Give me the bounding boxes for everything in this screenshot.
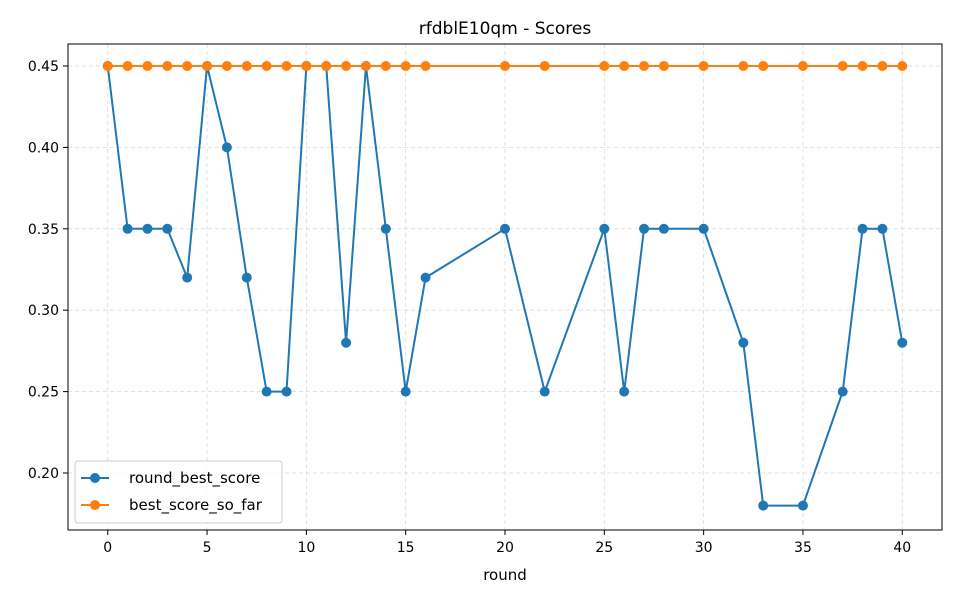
data-point-best-score-so-far (281, 60, 292, 71)
x-axis-label: round (483, 566, 527, 584)
data-point-round-best-score (698, 223, 709, 234)
x-tick-label: 25 (595, 540, 613, 556)
x-tick-label: 5 (203, 540, 212, 556)
axes: 0 5 10 15 20 25 30 35 40 0.20 0.25 0.30 0.35 0.40 0.45 (28, 59, 911, 556)
y-tick-label: 0.35 (28, 222, 59, 238)
data-point-round-best-score (658, 223, 669, 234)
data-point-best-score-so-far (301, 60, 312, 71)
data-point-round-best-score (142, 223, 153, 234)
x-tick-label: 30 (695, 540, 713, 556)
series-group (102, 60, 908, 511)
data-point-round-best-score (341, 337, 352, 348)
legend-marker-round-best-score (90, 473, 100, 483)
data-point-best-score-so-far (142, 60, 153, 71)
data-point-best-score-so-far (420, 60, 431, 71)
plot-frame (67, 43, 943, 531)
y-tick-label: 0.45 (28, 59, 59, 75)
data-point-round-best-score (241, 272, 252, 283)
data-point-best-score-so-far (738, 60, 749, 71)
data-point-round-best-score (738, 337, 749, 348)
legend-box (74, 460, 283, 524)
data-point-round-best-score (539, 386, 550, 397)
data-point-round-best-score (400, 386, 411, 397)
series-best-score-so-far (102, 60, 908, 71)
data-point-round-best-score (877, 223, 888, 234)
data-point-best-score-so-far (877, 60, 888, 71)
data-point-best-score-so-far (619, 60, 630, 71)
data-point-best-score-so-far (380, 60, 391, 71)
y-tick-label: 0.20 (28, 466, 59, 482)
data-point-round-best-score (261, 386, 272, 397)
data-point-round-best-score (221, 142, 232, 153)
data-point-round-best-score (897, 337, 908, 348)
data-point-round-best-score (619, 386, 630, 397)
data-point-round-best-score (182, 272, 193, 283)
data-point-round-best-score (281, 386, 292, 397)
data-point-best-score-so-far (539, 60, 550, 71)
y-tick-label: 0.40 (28, 140, 59, 156)
x-tick-label: 20 (496, 540, 514, 556)
x-tick-label: 40 (893, 540, 911, 556)
x-tick-label: 0 (103, 540, 112, 556)
x-tick-label: 10 (297, 540, 315, 556)
data-point-best-score-so-far (261, 60, 272, 71)
data-point-best-score-so-far (897, 60, 908, 71)
legend-label-best-score-so-far: best_score_so_far (129, 496, 263, 515)
x-tick-label: 15 (397, 540, 415, 556)
data-point-best-score-so-far (182, 60, 193, 71)
data-point-round-best-score (500, 223, 510, 234)
data-point-best-score-so-far (202, 60, 213, 71)
data-point-best-score-so-far (599, 60, 610, 71)
data-point-best-score-so-far (639, 60, 650, 71)
data-point-best-score-so-far (102, 60, 113, 71)
data-point-best-score-so-far (162, 60, 173, 71)
data-point-round-best-score (837, 386, 848, 397)
data-point-round-best-score (639, 223, 650, 234)
data-point-best-score-so-far (221, 60, 232, 71)
data-point-best-score-so-far (360, 60, 371, 71)
data-point-best-score-so-far (341, 60, 352, 71)
data-point-round-best-score (380, 223, 391, 234)
data-point-round-best-score (758, 500, 769, 511)
data-point-best-score-so-far (500, 60, 510, 71)
data-point-round-best-score (420, 272, 431, 283)
data-point-best-score-so-far (241, 60, 252, 71)
legend-marker-best-score-so-far (90, 500, 100, 510)
data-point-best-score-so-far (857, 60, 868, 71)
y-tick-label: 0.30 (28, 303, 59, 319)
data-point-round-best-score (797, 500, 808, 511)
legend: round_best_score best_score_so_far (74, 460, 283, 524)
chart-title: rfdblE10qm - Scores (419, 19, 592, 39)
data-point-best-score-so-far (400, 60, 411, 71)
data-point-best-score-so-far (698, 60, 709, 71)
data-point-best-score-so-far (658, 60, 669, 71)
legend-label-round-best-score: round_best_score (129, 469, 260, 488)
data-point-best-score-so-far (758, 60, 769, 71)
data-point-best-score-so-far (122, 60, 133, 71)
data-point-best-score-so-far (837, 60, 848, 71)
data-point-best-score-so-far (797, 60, 808, 71)
y-tick-label: 0.25 (28, 385, 59, 401)
data-point-round-best-score (857, 223, 868, 234)
data-point-round-best-score (122, 223, 133, 234)
x-tick-label: 35 (794, 540, 812, 556)
data-point-round-best-score (599, 223, 610, 234)
data-point-round-best-score (162, 223, 173, 234)
data-point-best-score-so-far (321, 60, 332, 71)
